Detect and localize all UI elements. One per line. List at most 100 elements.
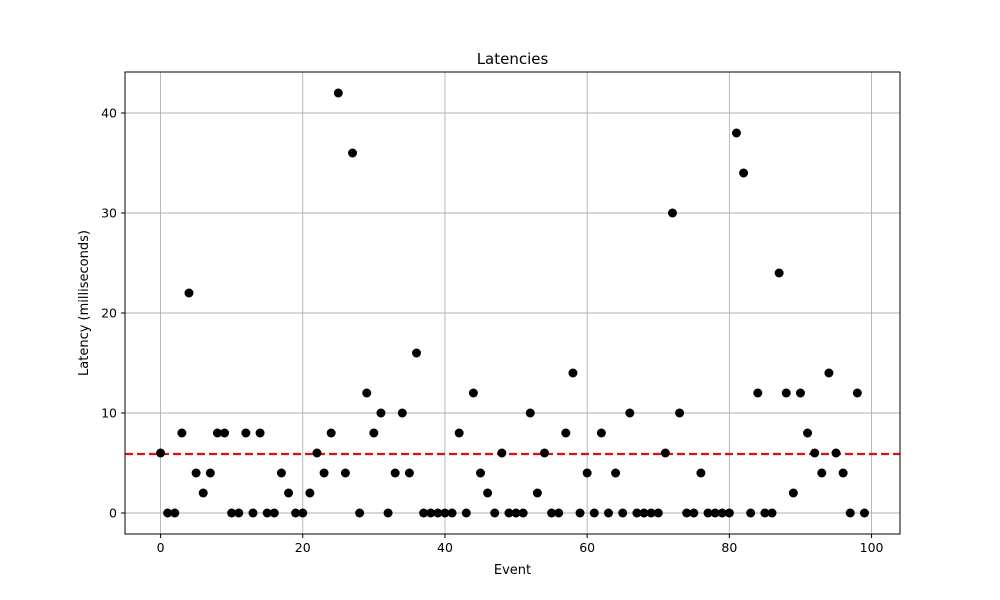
data-point <box>810 448 820 458</box>
data-point <box>369 428 379 438</box>
data-point <box>689 508 699 518</box>
data-point <box>483 488 493 498</box>
data-point <box>603 508 613 518</box>
data-point <box>511 508 521 518</box>
data-point <box>440 508 450 518</box>
data-point <box>767 508 777 518</box>
data-point <box>532 488 542 498</box>
data-point <box>227 508 237 518</box>
data-point <box>184 288 194 298</box>
data-point <box>660 448 670 458</box>
data-point <box>433 508 443 518</box>
data-point <box>355 508 365 518</box>
data-point <box>163 508 173 518</box>
data-point <box>746 508 756 518</box>
data-point <box>632 508 642 518</box>
data-point <box>582 468 592 478</box>
data-point <box>788 488 798 498</box>
data-point <box>312 448 322 458</box>
x-axis-ticks: 0 20 40 60 80 100 <box>157 534 884 555</box>
data-point <box>497 448 507 458</box>
data-point <box>724 508 734 518</box>
data-point <box>518 508 528 518</box>
data-point <box>589 508 599 518</box>
data-point <box>241 428 251 438</box>
data-point <box>646 508 656 518</box>
data-point <box>198 488 208 498</box>
data-point <box>781 388 791 398</box>
data-point <box>348 148 358 158</box>
data-point <box>795 388 805 398</box>
data-point <box>461 508 471 518</box>
data-point <box>824 368 834 378</box>
data-point <box>859 508 869 518</box>
data-point <box>255 428 265 438</box>
data-point <box>739 168 749 178</box>
y-tick-label: 20 <box>101 306 117 321</box>
data-point <box>262 508 272 518</box>
data-point <box>291 508 301 518</box>
data-point <box>468 388 478 398</box>
data-point <box>618 508 628 518</box>
data-point <box>390 468 400 478</box>
data-point <box>319 468 329 478</box>
data-point <box>554 508 564 518</box>
data-point <box>248 508 258 518</box>
x-tick-label: 0 <box>157 540 165 555</box>
data-point <box>156 448 166 458</box>
x-axis-label: Event <box>494 563 531 578</box>
data-point <box>639 508 649 518</box>
data-point <box>504 508 514 518</box>
data-point <box>717 508 727 518</box>
data-points <box>156 88 869 518</box>
data-point <box>753 388 763 398</box>
data-point <box>419 508 429 518</box>
x-tick-label: 80 <box>721 540 737 555</box>
data-point <box>212 428 222 438</box>
data-point <box>397 408 407 418</box>
data-point <box>852 388 862 398</box>
data-point <box>703 508 713 518</box>
data-point <box>490 508 500 518</box>
data-point <box>561 428 571 438</box>
data-point <box>817 468 827 478</box>
data-point <box>447 508 457 518</box>
data-point <box>284 488 294 498</box>
data-point <box>276 468 286 478</box>
data-point <box>476 468 486 478</box>
data-point <box>575 508 585 518</box>
data-point <box>234 508 244 518</box>
chart-title: Latencies <box>477 50 549 68</box>
data-point <box>326 428 336 438</box>
data-point <box>682 508 692 518</box>
data-point <box>412 348 422 358</box>
data-point <box>760 508 770 518</box>
x-tick-label: 40 <box>437 540 453 555</box>
data-point <box>675 408 685 418</box>
data-point <box>774 268 784 278</box>
data-point <box>205 468 215 478</box>
data-point <box>731 128 741 138</box>
data-point <box>710 508 720 518</box>
data-point <box>611 468 621 478</box>
data-point <box>362 388 372 398</box>
data-point <box>220 428 230 438</box>
data-point <box>376 408 386 418</box>
data-point <box>305 488 315 498</box>
x-tick-label: 20 <box>295 540 311 555</box>
data-point <box>525 408 535 418</box>
data-point <box>269 508 279 518</box>
data-point <box>539 448 549 458</box>
data-point <box>170 508 180 518</box>
data-point <box>191 468 201 478</box>
data-point <box>177 428 187 438</box>
data-point <box>454 428 464 438</box>
y-tick-label: 0 <box>109 506 117 521</box>
data-point <box>596 428 606 438</box>
plot-frame <box>124 71 901 535</box>
y-tick-label: 30 <box>101 206 117 221</box>
data-point <box>298 508 308 518</box>
data-point <box>653 508 663 518</box>
